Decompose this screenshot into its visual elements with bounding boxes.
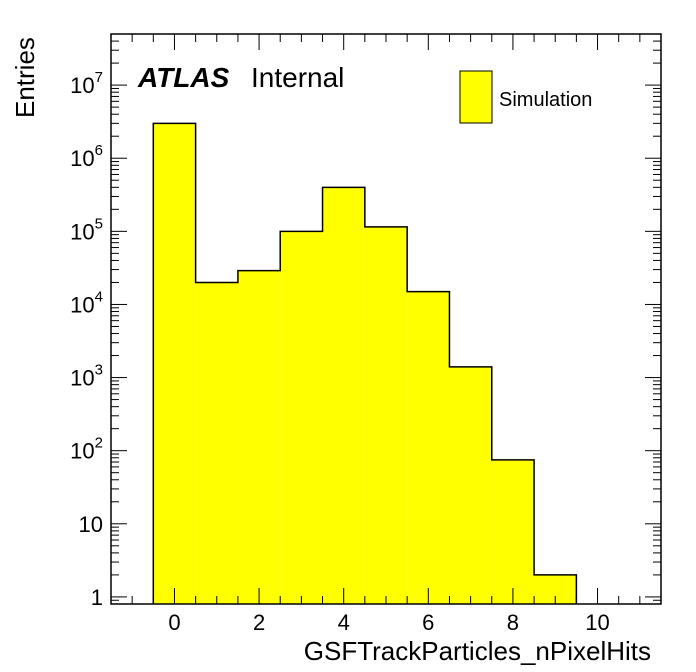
- histogram-bar-0: [153, 123, 196, 605]
- y-tick-label: 105: [70, 215, 103, 244]
- x-tick-label-4: 4: [338, 610, 350, 635]
- y-tick-label: 106: [70, 142, 103, 171]
- x-tick-labels: 0 2 4 6 8 10: [168, 610, 609, 635]
- x-tick-label-6: 6: [422, 610, 434, 635]
- y-tick-label: 103: [70, 362, 103, 391]
- x-tick-label-2: 2: [253, 610, 265, 635]
- plot-frame: [110, 33, 662, 605]
- histogram-bar-7: [449, 366, 492, 604]
- y-tick-labels: 1 10 102 103 104 105 106 107: [70, 69, 103, 610]
- legend-swatch: [459, 70, 493, 124]
- x-tick-label-0: 0: [168, 610, 180, 635]
- y-tick-label: 1: [91, 585, 103, 610]
- axis-ticks: [111, 33, 661, 605]
- y-tick-label: 107: [70, 69, 103, 98]
- histogram-bars: [152, 122, 578, 605]
- legend-label-simulation: Simulation: [499, 89, 592, 111]
- y-tick-label: 104: [70, 288, 103, 317]
- histogram-bar-6: [407, 291, 450, 604]
- internal-label: Internal: [251, 62, 344, 93]
- histogram-bar-4: [322, 187, 365, 604]
- y-tick-label: 10: [79, 512, 103, 537]
- y-axis-title: Entries: [10, 37, 40, 118]
- x-axis-title: GSFTrackParticles_nPixelHits: [304, 636, 651, 666]
- atlas-label: ATLAS: [137, 62, 230, 93]
- histogram-bar-2: [237, 270, 281, 604]
- y-tick-label: 102: [70, 435, 103, 464]
- histogram-bar-8: [491, 459, 535, 604]
- histogram-outline: [152, 122, 578, 604]
- x-tick-label-10: 10: [585, 610, 609, 635]
- histogram-bar-3: [280, 231, 323, 604]
- histogram-bar-1: [195, 282, 238, 604]
- x-tick-label-8: 8: [507, 610, 519, 635]
- histogram-bar-5: [364, 226, 408, 605]
